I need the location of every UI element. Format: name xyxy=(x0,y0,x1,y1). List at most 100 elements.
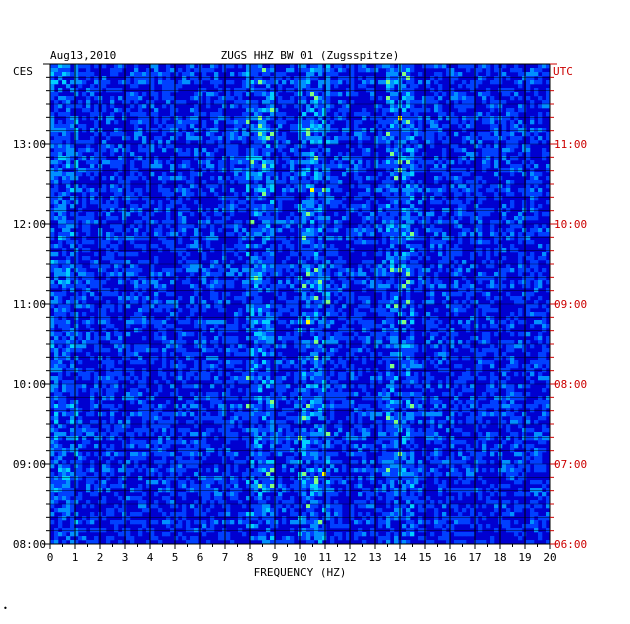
spectrogram-cell xyxy=(158,144,163,149)
spectrogram-cell xyxy=(334,140,339,145)
spectrogram-cell xyxy=(178,228,183,233)
spectrogram-cell xyxy=(266,336,271,341)
spectrogram-cell xyxy=(386,344,391,349)
spectrogram-cell xyxy=(534,264,539,269)
spectrogram-cell xyxy=(346,88,351,93)
spectrogram-cell xyxy=(310,208,315,213)
spectrogram-cell xyxy=(134,360,139,365)
spectrogram-cell xyxy=(302,112,307,117)
spectrogram-cell xyxy=(346,272,351,277)
spectrogram-cell xyxy=(154,324,159,329)
spectrogram-cell xyxy=(234,176,239,181)
spectrogram-cell xyxy=(86,256,91,261)
spectrogram-cell xyxy=(482,168,487,173)
spectrogram-cell xyxy=(306,356,311,361)
spectrogram-cell xyxy=(282,176,287,181)
spectrogram-cell xyxy=(510,200,515,205)
spectrogram-cell xyxy=(446,140,451,145)
spectrogram-cell xyxy=(290,284,295,289)
spectrogram-cell xyxy=(350,292,355,297)
spectrogram-cell xyxy=(454,116,459,121)
spectrogram-cell xyxy=(358,304,363,309)
spectrogram-cell xyxy=(118,344,123,349)
spectrogram-cell xyxy=(518,220,523,225)
spectrogram-cell xyxy=(82,300,87,305)
spectrogram-cell xyxy=(330,104,335,109)
spectrogram-cell xyxy=(518,240,523,245)
spectrogram-cell xyxy=(474,316,479,321)
spectrogram-cell xyxy=(326,168,331,173)
spectrogram-cell xyxy=(310,276,315,281)
spectrogram-cell xyxy=(402,192,407,197)
spectrogram-cell xyxy=(410,192,415,197)
spectrogram-cell xyxy=(210,64,215,69)
spectrogram-cell xyxy=(442,172,447,177)
spectrogram-cell xyxy=(166,140,171,145)
spectrogram-cell xyxy=(378,204,383,209)
spectrogram-cell xyxy=(210,176,215,181)
spectrogram-cell xyxy=(346,152,351,157)
spectrogram-cell xyxy=(54,276,59,281)
spectrogram-cell xyxy=(194,284,199,289)
spectrogram-cell xyxy=(310,192,315,197)
spectrogram-cell xyxy=(242,88,247,93)
spectrogram-cell xyxy=(434,72,439,77)
spectrogram-cell xyxy=(470,252,475,257)
spectrogram-cell xyxy=(466,324,471,329)
spectrogram-cell xyxy=(314,296,319,301)
spectrogram-cell xyxy=(450,96,455,101)
spectrogram-cell xyxy=(66,104,71,109)
spectrogram-cell xyxy=(486,112,491,117)
spectrogram-cell xyxy=(290,196,295,201)
spectrogram-cell xyxy=(462,140,467,145)
spectrogram-cell xyxy=(62,304,67,309)
spectrogram-cell xyxy=(466,84,471,89)
spectrogram-cell xyxy=(74,104,79,109)
spectrogram-cell xyxy=(454,224,459,229)
spectrogram-cell xyxy=(194,308,199,313)
spectrogram-cell xyxy=(538,244,543,249)
spectrogram-cell xyxy=(54,108,59,113)
spectrogram-cell xyxy=(250,324,255,329)
spectrogram-cell xyxy=(326,128,331,133)
spectrogram-cell xyxy=(534,224,539,229)
spectrogram-cell xyxy=(334,200,339,205)
spectrogram-cell xyxy=(370,232,375,237)
spectrogram-cell xyxy=(174,268,179,273)
spectrogram-cell xyxy=(510,360,515,365)
spectrogram-cell xyxy=(546,280,551,285)
spectrogram-cell xyxy=(510,284,515,289)
spectrogram-cell xyxy=(270,336,275,341)
spectrogram-cell xyxy=(466,96,471,101)
spectrogram-cell xyxy=(142,216,147,221)
spectrogram-cell xyxy=(54,356,59,361)
spectrogram-cell xyxy=(410,340,415,345)
spectrogram-cell xyxy=(386,120,391,125)
spectrogram-cell xyxy=(270,200,275,205)
spectrogram-cell xyxy=(262,68,267,73)
spectrogram-cell xyxy=(534,280,539,285)
spectrogram-cell xyxy=(382,328,387,333)
spectrogram-cell xyxy=(282,356,287,361)
spectrogram-cell xyxy=(254,340,259,345)
spectrogram-cell xyxy=(314,124,319,129)
spectrogram-cell xyxy=(390,136,395,141)
spectrogram-cell xyxy=(374,276,379,281)
spectrogram-cell xyxy=(166,96,171,101)
spectrogram-cell xyxy=(462,184,467,189)
spectrogram-cell xyxy=(194,156,199,161)
spectrogram-cell xyxy=(386,320,391,325)
spectrogram-cell xyxy=(186,260,191,265)
spectrogram-cell xyxy=(210,152,215,157)
spectrogram-cell xyxy=(146,216,151,221)
spectrogram-cell xyxy=(386,156,391,161)
spectrogram-cell xyxy=(534,88,539,93)
spectrogram-cell xyxy=(406,96,411,101)
spectrogram-cell xyxy=(326,216,331,221)
spectrogram-cell xyxy=(90,188,95,193)
spectrogram-cell xyxy=(270,104,275,109)
spectrogram-cell xyxy=(278,320,283,325)
spectrogram-cell xyxy=(326,104,331,109)
spectrogram-cell xyxy=(502,116,507,121)
spectrogram-cell xyxy=(246,236,251,241)
